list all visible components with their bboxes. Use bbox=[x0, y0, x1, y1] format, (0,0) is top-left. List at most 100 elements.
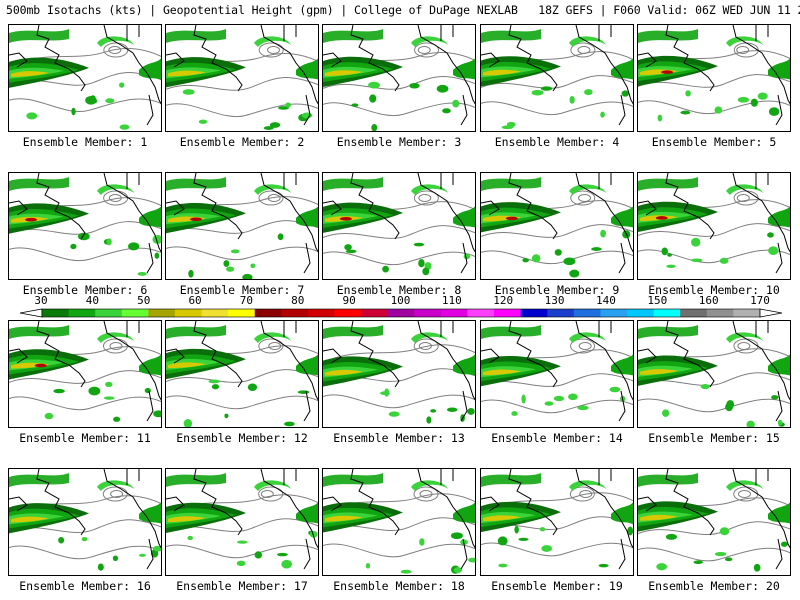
ensemble-member-label: Ensemble Member: 7 bbox=[179, 283, 305, 297]
isotach-jet bbox=[481, 177, 633, 278]
colorbar-swatch bbox=[653, 309, 681, 317]
colorbar-tick-label: 150 bbox=[647, 294, 668, 307]
ensemble-member-map bbox=[8, 24, 162, 132]
ensemble-member-label: Ensemble Member: 4 bbox=[494, 135, 620, 149]
coastlines bbox=[638, 25, 790, 126]
colorbar-tick-label: 40 bbox=[85, 294, 99, 307]
coastlines bbox=[166, 469, 318, 570]
colorbar-swatch bbox=[281, 309, 309, 317]
ensemble-member-label: Ensemble Member: 6 bbox=[22, 283, 148, 297]
colorbar-swatch bbox=[600, 309, 628, 317]
isotach-jet bbox=[323, 177, 475, 276]
isotach-jet bbox=[166, 473, 318, 569]
colorbar-swatch bbox=[254, 309, 282, 317]
colorbar-tick-label: 60 bbox=[188, 294, 202, 307]
ensemble-member-map bbox=[637, 172, 791, 280]
colorbar-tick-label: 130 bbox=[544, 294, 565, 307]
ensemble-member-label: Ensemble Member: 10 bbox=[648, 283, 780, 297]
colorbar-tick-label: 170 bbox=[750, 294, 770, 307]
colorbar-tick-label: 160 bbox=[698, 294, 719, 307]
isotach-colorbar: 30 40 50 60 70 80 90 100 110 120 130 140 150 160 170 bbox=[0, 294, 800, 320]
map-graphic bbox=[323, 469, 475, 574]
ensemble-member-map bbox=[480, 172, 634, 280]
coastlines bbox=[638, 321, 790, 422]
ensemble-member-map bbox=[165, 320, 319, 428]
ensemble-member-map bbox=[322, 320, 476, 428]
map-graphic bbox=[481, 321, 633, 422]
coastlines bbox=[9, 25, 161, 126]
colorbar-swatch bbox=[627, 309, 655, 317]
ensemble-member-label: Ensemble Member: 8 bbox=[336, 283, 462, 297]
colorbar-swatch bbox=[95, 309, 123, 317]
colorbar-graphic bbox=[19, 308, 783, 318]
colorbar-min-arrow bbox=[19, 308, 43, 318]
map-graphic bbox=[323, 173, 475, 276]
coastlines bbox=[9, 173, 161, 274]
map-graphic bbox=[323, 321, 475, 424]
coastlines bbox=[9, 321, 161, 422]
map-graphic bbox=[481, 25, 633, 130]
ensemble-member-label: Ensemble Member: 13 bbox=[333, 431, 465, 445]
colorbar-swatch bbox=[42, 309, 70, 317]
map-graphic bbox=[9, 469, 161, 571]
isotach-jet bbox=[481, 325, 633, 416]
isotach-jet bbox=[638, 29, 790, 122]
ensemble-member-map bbox=[637, 24, 791, 132]
colorbar-swatch bbox=[414, 309, 442, 317]
ensemble-member-map bbox=[322, 24, 476, 132]
isotach-jet bbox=[166, 177, 318, 279]
coastlines bbox=[481, 173, 633, 274]
map-graphic bbox=[9, 321, 161, 422]
ensemble-member-label: Ensemble Member: 16 bbox=[19, 579, 151, 593]
ensemble-member-label: Ensemble Member: 15 bbox=[648, 431, 780, 445]
isotach-jet bbox=[481, 29, 633, 130]
coastlines bbox=[323, 173, 475, 274]
isotach-jet bbox=[323, 473, 475, 574]
ensemble-member-map bbox=[8, 468, 162, 576]
colorbar-swatch bbox=[494, 309, 522, 317]
coastlines bbox=[481, 321, 633, 422]
coastlines bbox=[323, 25, 475, 126]
colorbar-swatch bbox=[174, 309, 203, 317]
map-graphic bbox=[638, 469, 790, 572]
ensemble-member-map bbox=[8, 320, 162, 428]
map-graphic bbox=[323, 25, 475, 131]
colorbar-swatch bbox=[680, 309, 708, 317]
colorbar-tick-label: 140 bbox=[595, 294, 616, 307]
colorbar-swatch bbox=[361, 309, 389, 317]
colorbar-swatch bbox=[467, 309, 495, 317]
map-graphic bbox=[638, 173, 790, 274]
colorbar-swatch bbox=[547, 309, 575, 317]
ensemble-member-label: Ensemble Member: 20 bbox=[648, 579, 780, 593]
ensemble-member-map bbox=[480, 24, 634, 132]
isotach-jet bbox=[638, 177, 790, 268]
colorbar-swatch bbox=[121, 309, 149, 317]
ensemble-member-label: Ensemble Member: 3 bbox=[336, 135, 462, 149]
coastlines bbox=[481, 25, 633, 126]
colorbar-swatch bbox=[387, 309, 415, 317]
colorbar-swatch bbox=[228, 309, 256, 317]
ensemble-member-map bbox=[165, 468, 319, 576]
coastlines bbox=[323, 321, 475, 422]
colorbar-max-arrow bbox=[759, 308, 783, 318]
coastlines bbox=[166, 173, 318, 274]
colorbar-tick-label: 30 bbox=[34, 294, 48, 307]
ensemble-member-label: Ensemble Member: 1 bbox=[22, 135, 148, 149]
isotach-jet bbox=[166, 325, 318, 427]
colorbar-swatch bbox=[440, 309, 468, 317]
isotach-jet bbox=[323, 29, 475, 131]
map-graphic bbox=[9, 173, 161, 276]
coastlines bbox=[638, 173, 790, 274]
coastlines bbox=[9, 469, 161, 570]
isotach-jet bbox=[481, 473, 633, 568]
map-graphic bbox=[166, 321, 318, 427]
ensemble-member-label: Ensemble Member: 19 bbox=[491, 579, 623, 593]
map-graphic bbox=[166, 25, 318, 130]
isotach-jet bbox=[9, 473, 161, 571]
ensemble-member-label: Ensemble Member: 11 bbox=[19, 431, 151, 445]
ensemble-member-label: Ensemble Member: 18 bbox=[333, 579, 465, 593]
ensemble-member-map bbox=[322, 172, 476, 280]
height-contours bbox=[9, 338, 161, 411]
height-contours bbox=[166, 42, 318, 118]
colorbar-tick-label: 100 bbox=[390, 294, 411, 307]
